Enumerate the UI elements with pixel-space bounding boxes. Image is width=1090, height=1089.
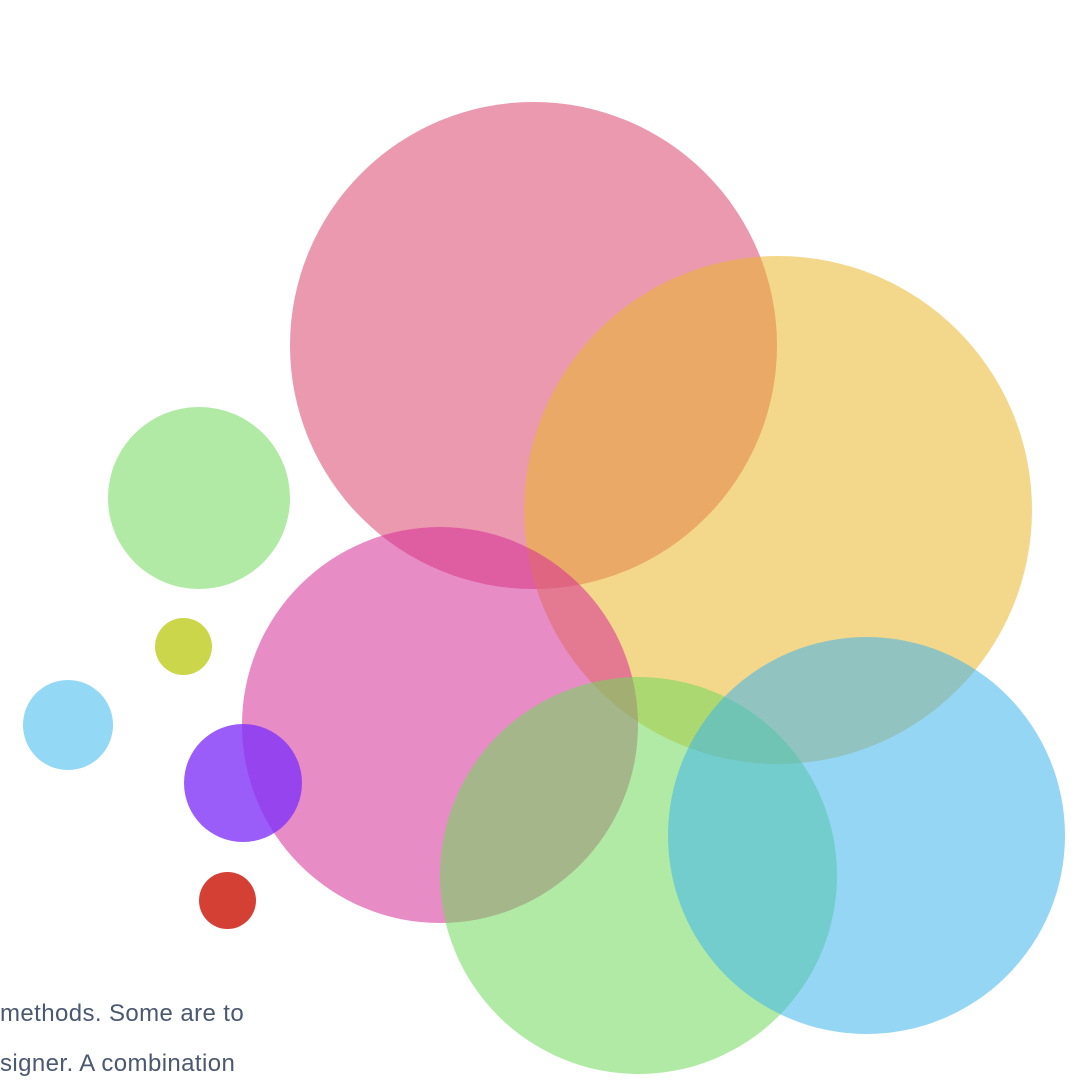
- body-text-line-2-content: signer. A combination: [0, 1050, 236, 1077]
- red-bubble: [199, 872, 256, 929]
- mint-bubble-small: [108, 407, 290, 589]
- body-text-line-1: methods. Some are to: [0, 989, 275, 1039]
- sky-bubble-small: [23, 680, 113, 770]
- violet-bubble: [184, 724, 302, 842]
- body-text-line-1-content: methods. Some are to: [0, 1000, 245, 1027]
- body-text-line-2: signer. A combination: [0, 1039, 275, 1089]
- sky-bubble-large: [668, 637, 1065, 1034]
- olive-bubble: [155, 618, 212, 675]
